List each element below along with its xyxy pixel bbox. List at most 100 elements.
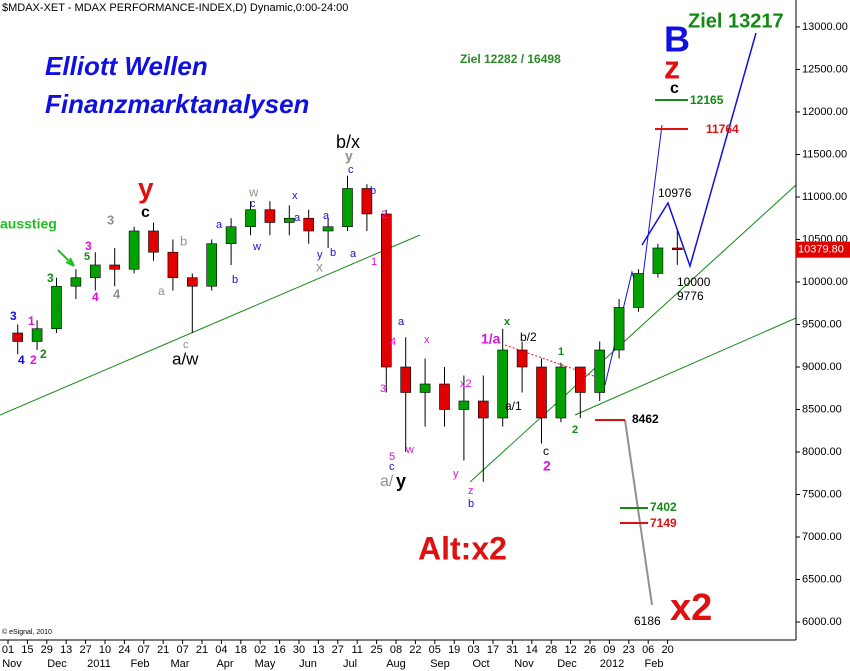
- candle-body: [671, 247, 683, 250]
- annotation: a: [216, 219, 223, 231]
- x-month-label: Sep: [430, 658, 450, 670]
- annotation: 7402: [650, 500, 677, 514]
- x-month-label: Oct: [472, 658, 489, 670]
- annotation: 3: [85, 239, 92, 253]
- annotation: x: [292, 190, 298, 202]
- x-month-label: Nov: [2, 658, 22, 670]
- y-tick-label: 7000.00: [802, 531, 842, 543]
- candle-body: [31, 328, 43, 342]
- annotation: a: [294, 212, 301, 224]
- annotation: 10000: [677, 275, 711, 289]
- x-tick-label: 31: [506, 644, 518, 656]
- candle-body: [380, 213, 392, 368]
- annotation: 5: [389, 451, 395, 463]
- x-tick-label: 06: [642, 644, 654, 656]
- arrow: [57, 249, 75, 267]
- annotation: 1: [371, 256, 377, 268]
- y-tick-label: 12500.00: [802, 63, 848, 75]
- annotation: z: [468, 485, 474, 497]
- annotation: Finanzmarktanalysen: [45, 89, 309, 119]
- annotation: w: [248, 184, 259, 199]
- x-month-label: Apr: [216, 658, 233, 670]
- candle-body: [439, 383, 450, 410]
- y-tick-label: 9000.00: [802, 361, 842, 373]
- candle-body: [206, 243, 217, 287]
- x-tick-label: 21: [196, 644, 208, 656]
- y-tick-label: 7500.00: [802, 488, 842, 500]
- annotation: x: [504, 316, 511, 328]
- candle-body: [574, 366, 586, 393]
- annotation: y: [453, 468, 459, 480]
- x-tick-label: 16: [273, 644, 285, 656]
- x-tick-label: 12: [564, 644, 576, 656]
- annotation: c: [389, 461, 395, 473]
- annotation: 1: [558, 346, 564, 358]
- annotation: b: [330, 247, 336, 259]
- candle-body: [12, 332, 23, 342]
- x-tick-label: 27: [79, 644, 91, 656]
- y-tick-label: 8500.00: [802, 403, 842, 415]
- candle-body: [225, 226, 237, 245]
- x-tick-label: 25: [370, 644, 382, 656]
- annotation: 1: [28, 314, 35, 328]
- annotation: a: [398, 316, 405, 328]
- x-tick-label: 04: [215, 644, 227, 656]
- x-month-label: 2012: [600, 658, 624, 670]
- annotation: 4: [92, 290, 99, 304]
- candle-body: [594, 349, 606, 393]
- candle-body: [109, 264, 120, 270]
- annotation: a: [350, 248, 357, 260]
- candle-body: [283, 217, 295, 223]
- annotation: x2: [670, 587, 712, 629]
- annotation: Ziel 12282 / 16498: [460, 52, 561, 66]
- annotation: w: [252, 241, 261, 253]
- x-tick-label: 27: [332, 644, 344, 656]
- candle-body: [148, 230, 159, 253]
- annotation: b: [468, 498, 474, 510]
- annotation: y: [345, 148, 353, 164]
- annotation: c: [141, 204, 150, 221]
- x-tick-label: 14: [526, 644, 538, 656]
- x-tick-label: 11: [351, 644, 362, 656]
- annotation: 1/a: [481, 331, 501, 347]
- candle-body: [90, 264, 101, 279]
- x-tick-label: 20: [661, 644, 673, 656]
- annotation: a: [158, 284, 165, 298]
- candle-body: [187, 277, 198, 287]
- annotation: b: [180, 233, 187, 248]
- annotation: c: [250, 198, 256, 210]
- candle-body: [342, 188, 353, 228]
- candle-body: [245, 209, 256, 228]
- candle-body: [51, 285, 62, 330]
- candle-body: [613, 307, 625, 351]
- annotation: 4: [18, 353, 25, 367]
- annotation: 9776: [677, 289, 704, 303]
- y-tick-label: 6500.00: [802, 573, 842, 585]
- annotation: Alt:x2: [418, 530, 507, 566]
- candle-body: [536, 366, 547, 419]
- x-tick-label: 15: [21, 644, 33, 656]
- annotation: a/1: [505, 399, 522, 413]
- annotation: y: [317, 249, 323, 261]
- y-tick-label: 11000.00: [802, 191, 847, 203]
- annotation: Elliott Wellen: [45, 51, 208, 81]
- annotation: b: [232, 274, 238, 286]
- annotation: 7149: [650, 516, 677, 530]
- annotation: 2: [40, 347, 47, 361]
- annotation: c: [670, 80, 679, 97]
- x-month-label: May: [255, 658, 276, 670]
- annotation: 11764: [706, 122, 739, 136]
- annotation: 6186: [634, 614, 661, 628]
- x-tick-label: 10: [99, 644, 111, 656]
- candle-body: [477, 400, 489, 419]
- annotation: ausstieg: [0, 216, 57, 232]
- candle-body: [322, 226, 334, 232]
- candle-body: [128, 230, 140, 270]
- x-tick-label: 07: [176, 644, 188, 656]
- annotation: y: [396, 471, 406, 491]
- annotation: 3: [380, 383, 386, 395]
- annotation: 2: [30, 353, 37, 367]
- credit: © eSignal, 2010: [2, 628, 52, 636]
